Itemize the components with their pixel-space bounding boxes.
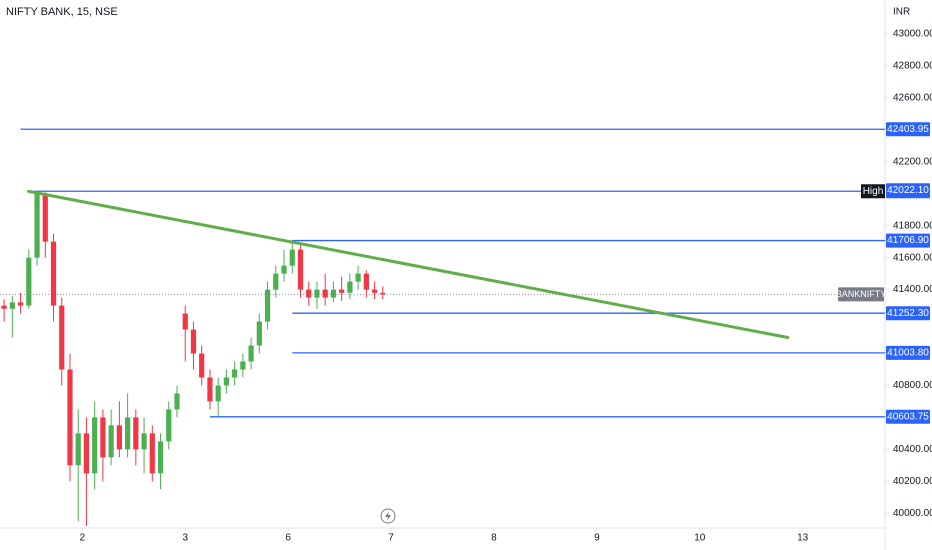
price-label-box bbox=[886, 233, 930, 248]
high-tag-box bbox=[861, 184, 885, 199]
candle-body bbox=[264, 289, 271, 322]
candle-body bbox=[371, 289, 378, 293]
candle-body bbox=[199, 353, 205, 378]
candle-body bbox=[59, 305, 65, 370]
symbol-tag-box bbox=[838, 287, 884, 302]
candle-body bbox=[207, 377, 213, 402]
candle-body bbox=[190, 329, 197, 354]
candle-body bbox=[289, 249, 295, 266]
candle-body bbox=[26, 257, 32, 306]
candle-body bbox=[306, 289, 312, 298]
lightning-icon[interactable] bbox=[380, 508, 396, 524]
y-tick-label: 42600.00 bbox=[893, 93, 932, 104]
y-tick-label: 41800.00 bbox=[893, 220, 932, 231]
x-tick-label: 6 bbox=[285, 533, 291, 544]
x-tick-label: 3 bbox=[182, 533, 188, 544]
y-tick-label: 42800.00 bbox=[893, 61, 932, 72]
candle-body bbox=[34, 193, 40, 258]
currency: INR bbox=[893, 7, 910, 18]
candle-body bbox=[116, 425, 122, 450]
chart-title: NIFTY BANK, 15, NSE bbox=[6, 6, 118, 18]
candle-body bbox=[166, 409, 172, 442]
candle-body bbox=[92, 417, 98, 474]
candle-body bbox=[363, 273, 369, 290]
x-tick-label: 10 bbox=[694, 533, 706, 544]
y-tick-label: 40200.00 bbox=[893, 476, 932, 487]
candle-body bbox=[240, 361, 246, 370]
y-tick-label: 42200.00 bbox=[893, 156, 932, 167]
price-label: 41706.90 bbox=[887, 235, 929, 246]
icon-bolt bbox=[385, 511, 391, 521]
candle-body bbox=[125, 417, 131, 450]
candle-body bbox=[75, 433, 81, 466]
candle-body bbox=[174, 393, 180, 410]
candle-body bbox=[108, 425, 114, 458]
price-label-box bbox=[886, 122, 930, 137]
candle-body bbox=[330, 289, 337, 298]
high-tag: High bbox=[863, 186, 884, 197]
price-label: 42022.10 bbox=[887, 185, 929, 196]
candle-body bbox=[273, 273, 279, 290]
candle-body bbox=[232, 369, 238, 378]
x-tick-label: 7 bbox=[388, 533, 394, 544]
candle-body bbox=[339, 289, 345, 293]
candle-body bbox=[42, 193, 48, 242]
y-tick-label: 43000.00 bbox=[893, 29, 932, 40]
candle-body bbox=[256, 321, 262, 346]
candle-body bbox=[1, 305, 7, 309]
candle-body bbox=[133, 417, 139, 450]
x-tick-label: 8 bbox=[491, 533, 497, 544]
y-tick-label: 40400.00 bbox=[893, 444, 932, 455]
candle-body bbox=[67, 369, 73, 466]
candle-body bbox=[215, 385, 221, 402]
y-tick-label: 40000.00 bbox=[893, 508, 932, 519]
candle-body bbox=[17, 302, 24, 306]
price-label: 42403.95 bbox=[887, 124, 929, 135]
candle-body bbox=[314, 289, 320, 298]
price-label-box bbox=[886, 306, 930, 321]
candle-body bbox=[281, 265, 287, 274]
price-label-box bbox=[886, 409, 930, 424]
candle-body bbox=[355, 273, 361, 282]
candle-body bbox=[223, 377, 229, 386]
x-tick-label: 2 bbox=[80, 533, 86, 544]
price-label-box bbox=[886, 183, 930, 198]
price-label-box bbox=[886, 345, 930, 360]
candle-body bbox=[322, 289, 328, 298]
candle-body bbox=[347, 281, 353, 293]
candle-body bbox=[100, 417, 106, 458]
x-tick-label: 13 bbox=[797, 533, 809, 544]
candle-body bbox=[157, 441, 164, 474]
y-tick-label: 41400.00 bbox=[893, 284, 932, 295]
symbol-tag: BANKNIFTY bbox=[836, 289, 887, 299]
candle-body bbox=[297, 249, 304, 290]
candle-body bbox=[9, 302, 15, 309]
candle-body bbox=[141, 433, 147, 450]
candle-body bbox=[380, 292, 386, 295]
candle-body bbox=[182, 313, 188, 330]
y-tick-label: 41600.00 bbox=[893, 252, 932, 263]
price-label: 40603.75 bbox=[887, 411, 929, 422]
x-tick-label: 9 bbox=[594, 533, 600, 544]
candle-body bbox=[83, 433, 90, 474]
candle-body bbox=[149, 433, 155, 474]
y-tick-label: 40800.00 bbox=[893, 380, 932, 391]
trendline bbox=[27, 189, 790, 340]
price-label: 41003.80 bbox=[887, 348, 929, 359]
candle-body bbox=[248, 345, 254, 362]
candle-body bbox=[50, 241, 57, 306]
price-label: 41252.30 bbox=[887, 308, 929, 319]
icon-circle bbox=[380, 508, 396, 524]
